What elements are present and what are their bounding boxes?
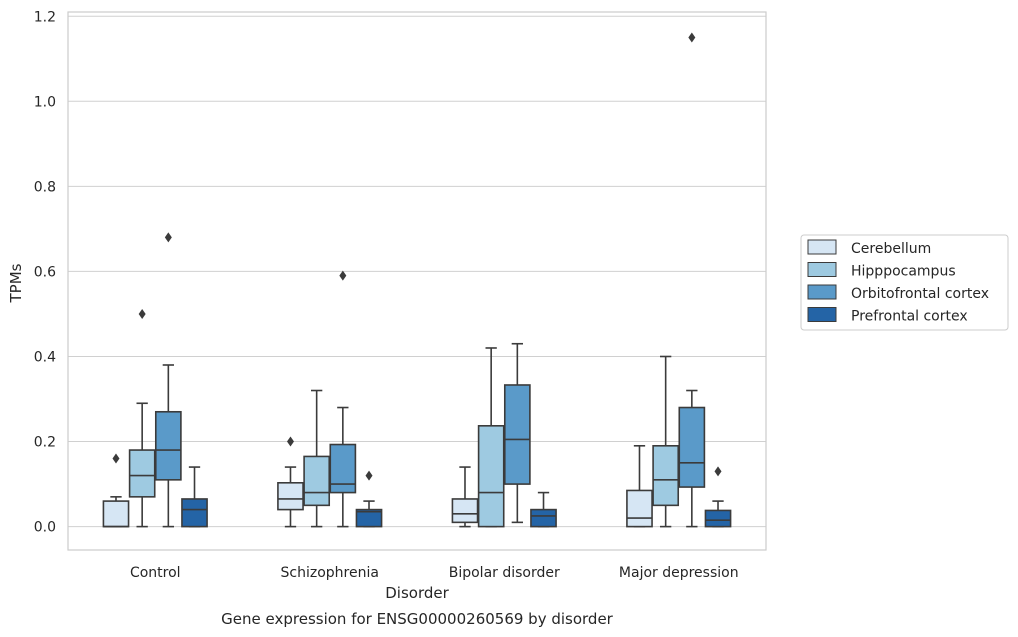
box	[277, 482, 304, 511]
box-group	[678, 32, 706, 528]
y-axis-title: TPMs	[7, 263, 25, 303]
x-tick-label: Control	[130, 565, 181, 581]
outlier-point	[112, 453, 120, 464]
box	[355, 508, 383, 528]
box-group	[355, 470, 383, 528]
box-group	[503, 342, 531, 524]
box-group	[154, 232, 182, 528]
legend-frame	[800, 234, 1009, 331]
box	[329, 443, 357, 494]
y-tick-label: 0.6	[34, 264, 56, 280]
box	[652, 445, 680, 507]
box	[128, 449, 156, 498]
outlier-point	[339, 270, 347, 281]
legend-label: Cerebellum	[851, 241, 931, 257]
legend-label: Orbitofrontal cortex	[851, 286, 989, 302]
outlier-point	[164, 232, 172, 243]
legend: Cerebellum Hipppocampus Orbitofrontal cort…	[800, 234, 1009, 331]
box	[530, 508, 557, 528]
box-group	[102, 453, 130, 528]
box	[303, 455, 331, 507]
box	[704, 509, 732, 528]
box-group	[530, 491, 557, 528]
box-group	[626, 445, 653, 528]
legend-swatch	[807, 262, 837, 277]
legend-swatch	[807, 307, 837, 322]
gridlines	[68, 15, 766, 528]
box-plots	[102, 32, 732, 528]
x-axis-title: Disorder	[385, 584, 449, 602]
x-tick-label: Major depression	[619, 565, 739, 581]
box-group	[704, 466, 732, 528]
outlier-point	[688, 32, 696, 43]
legend-swatch	[807, 284, 837, 300]
box	[154, 410, 182, 481]
box-group	[181, 466, 208, 528]
y-tick-label: 1.0	[34, 94, 56, 110]
y-tick-label: 0.0	[34, 520, 56, 536]
y-tick-label: 0.4	[34, 349, 56, 365]
outlier-point	[714, 466, 722, 477]
box-group	[277, 436, 304, 528]
box-group	[303, 389, 331, 528]
plot-frame	[67, 11, 767, 551]
legend-swatch	[807, 239, 837, 255]
x-tick-labels: Control Schizophrenia Bipolar disorder Majo…	[130, 565, 739, 581]
chart-caption: Gene expression for ENSG00000260569 by d…	[221, 610, 614, 628]
outlier-point	[365, 470, 373, 481]
y-tick-label: 0.8	[34, 179, 56, 195]
legend-label: Prefrontal cortex	[851, 309, 968, 325]
box-group	[329, 270, 357, 528]
box-group	[477, 347, 505, 528]
box-group	[451, 466, 479, 528]
box	[626, 489, 653, 528]
outlier-point	[138, 308, 146, 319]
box-group	[128, 308, 156, 528]
x-tick-label: Bipolar disorder	[449, 565, 560, 581]
y-tick-labels: 0.0 0.2 0.4 0.6 0.8 1.0 1.2	[34, 9, 56, 535]
box	[451, 498, 479, 524]
x-tick-label: Schizophrenia	[281, 565, 379, 581]
box	[181, 498, 208, 528]
box-group	[652, 355, 680, 528]
box	[678, 406, 706, 488]
box	[503, 384, 531, 485]
y-tick-label: 0.2	[34, 435, 56, 451]
box	[102, 500, 130, 528]
box	[477, 425, 505, 528]
y-tick-label: 1.2	[34, 9, 56, 25]
outlier-point	[286, 436, 294, 447]
legend-label: Hipppocampus	[851, 264, 956, 280]
